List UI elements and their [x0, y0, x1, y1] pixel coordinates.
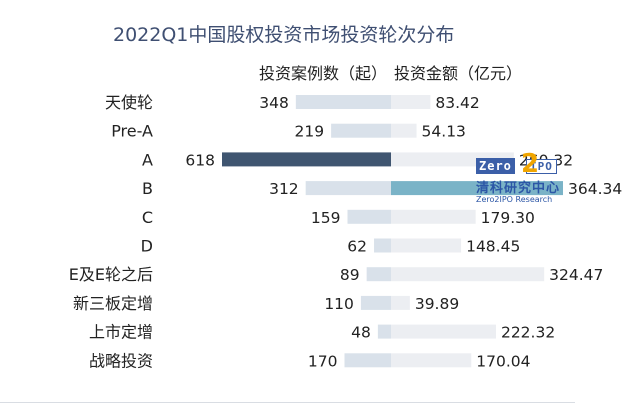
zero2ipo-watermark-logo: Zero 2 IPO 清科研究中心 Zero2IPO Research	[476, 149, 566, 211]
category-label: A	[142, 150, 153, 169]
category-label: 新三板定增	[73, 294, 153, 313]
data-label-case-count: 618	[185, 151, 215, 169]
bar-case-count	[347, 209, 391, 224]
category-label: 上市定增	[89, 323, 153, 342]
bar-investment-amount	[391, 181, 563, 196]
data-label-case-count: 170	[308, 352, 338, 370]
data-label-investment-amount: 148.45	[466, 238, 520, 256]
logo-english-name: Zero2IPO Research	[476, 195, 553, 204]
logo-chinese-name: 清科研究中心	[476, 181, 561, 196]
bar-case-count	[295, 95, 391, 109]
logo-ipo-text: IPO	[526, 159, 557, 174]
bar-case-count	[374, 238, 391, 253]
bar-case-count	[377, 324, 391, 339]
bar-investment-amount	[391, 209, 476, 224]
bar-case-count	[366, 267, 391, 282]
data-label-case-count: 348	[259, 94, 289, 112]
bar-case-count	[305, 181, 391, 196]
left-series-header: 投资案例数（起）	[259, 64, 387, 83]
bar-investment-amount	[391, 295, 410, 310]
category-label: 战略投资	[89, 351, 153, 370]
data-label-investment-amount: 39.89	[415, 295, 459, 313]
data-label-case-count: 219	[295, 123, 325, 141]
bottom-divider	[0, 402, 575, 403]
right-series-header: 投资金额（亿元）	[394, 64, 522, 83]
data-label-investment-amount: 170.04	[476, 352, 530, 370]
data-label-investment-amount: 222.32	[501, 324, 555, 342]
data-label-case-count: 110	[324, 295, 354, 313]
bar-case-count	[344, 353, 391, 368]
data-label-investment-amount: 83.42	[435, 94, 479, 112]
category-label: D	[141, 237, 153, 256]
logo-zero-text: Zero	[476, 158, 515, 174]
bar-investment-amount	[391, 324, 496, 339]
bar-investment-amount	[391, 267, 545, 282]
category-label: 天使轮	[105, 93, 153, 112]
category-label: C	[142, 208, 153, 227]
category-label: B	[142, 179, 153, 198]
bar-case-count	[222, 152, 391, 167]
data-label-case-count: 62	[347, 238, 367, 256]
data-label-investment-amount: 179.30	[481, 209, 535, 227]
bar-case-count	[360, 295, 391, 310]
bar-investment-amount	[391, 123, 417, 138]
bar-investment-amount	[391, 238, 462, 253]
data-label-case-count: 312	[269, 180, 299, 198]
bar-investment-amount	[391, 95, 431, 109]
data-label-investment-amount: 54.13	[422, 123, 466, 141]
bar-investment-amount	[391, 353, 472, 368]
data-label-case-count: 89	[340, 266, 360, 284]
data-label-investment-amount: 364.34	[568, 180, 622, 198]
data-label-case-count: 48	[351, 324, 371, 342]
data-label-case-count: 159	[311, 209, 341, 227]
category-label: Pre-A	[111, 122, 153, 141]
chart-title: 2022Q1中国股权投资市场投资轮次分布	[113, 24, 454, 46]
category-label: E及E轮之后	[69, 265, 153, 284]
logo-digit-text: 2	[521, 149, 540, 179]
bar-case-count	[331, 123, 391, 138]
data-label-investment-amount: 324.47	[549, 266, 603, 284]
